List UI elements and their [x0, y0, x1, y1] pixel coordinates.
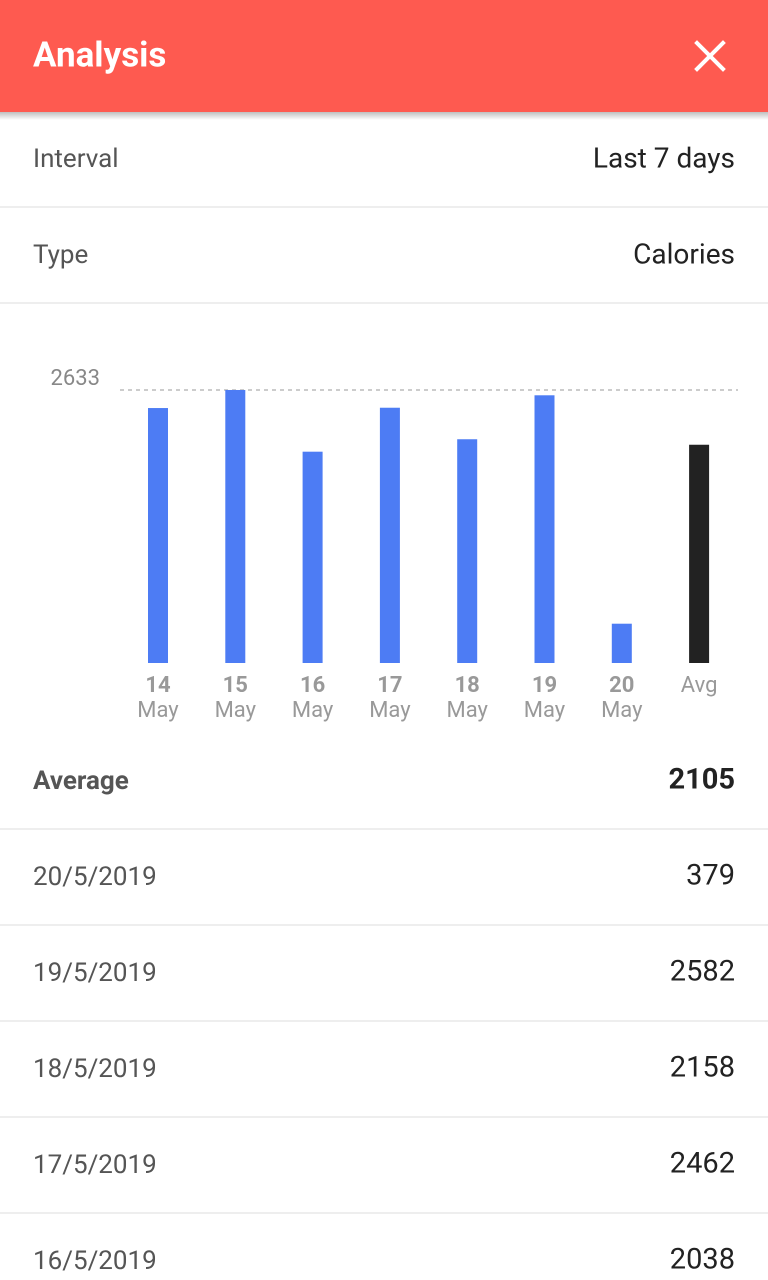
x-tick-label: May: [369, 698, 411, 723]
bar: [457, 439, 478, 663]
row-date: 19/5/2019: [33, 958, 157, 988]
bar: [302, 451, 323, 663]
bar: [611, 623, 632, 663]
x-tick-label: 15: [223, 673, 248, 698]
summary-value: 2105: [668, 763, 735, 797]
x-tick-label: May: [524, 698, 566, 723]
x-tick-label: Avg: [681, 673, 718, 698]
row-value: 2462: [670, 1147, 735, 1181]
x-tick-label: 20: [609, 673, 634, 698]
x-tick-label: 19: [532, 673, 557, 698]
row-value: 2158: [670, 1051, 735, 1085]
row-value: 2038: [670, 1243, 735, 1277]
setting-label: Interval: [33, 144, 119, 174]
header-shadow: [0, 112, 768, 120]
summary-label: Average: [33, 766, 129, 796]
setting-value: Last 7 days: [593, 141, 735, 174]
row-date: 20/5/2019: [33, 862, 157, 892]
setting-label: Type: [33, 240, 88, 270]
x-tick-label: 14: [145, 673, 171, 698]
setting-value: Calories: [633, 237, 735, 270]
bar: [148, 408, 168, 663]
close-button[interactable]: [694, 40, 726, 72]
x-tick-label: May: [137, 698, 179, 723]
row-date: 17/5/2019: [33, 1150, 157, 1180]
row-value: 379: [686, 859, 735, 893]
y-tick-label: 2633: [51, 366, 100, 391]
x-tick-label: May: [446, 698, 488, 723]
bar: [379, 407, 400, 663]
x-tick-label: 16: [300, 673, 325, 698]
header-bar: [0, 0, 768, 112]
row-value: 2582: [670, 955, 735, 989]
header-title: Analysis: [33, 34, 166, 75]
row-date: 16/5/2019: [33, 1246, 157, 1276]
bar: [689, 444, 710, 663]
x-tick-label: 17: [377, 673, 402, 698]
x-tick-label: 18: [455, 673, 480, 698]
x-tick-label: May: [215, 698, 257, 723]
row-date: 18/5/2019: [33, 1054, 157, 1084]
bar: [225, 390, 246, 663]
bar: [534, 395, 555, 663]
x-tick-label: May: [292, 698, 334, 723]
x-tick-label: May: [601, 698, 643, 723]
